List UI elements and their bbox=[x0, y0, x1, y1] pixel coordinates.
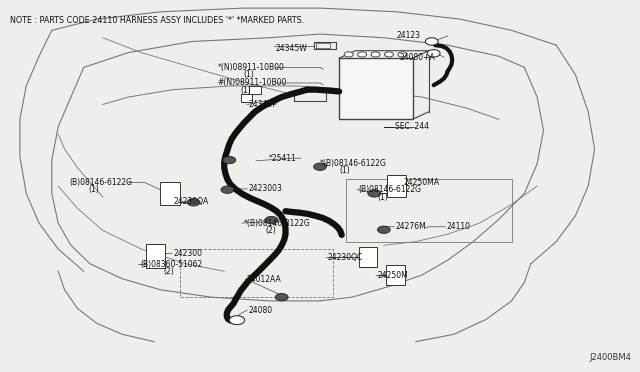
Text: NOTE : PARTS CODE 24110 HARNESS ASSY INCLUDES '*' *MARKED PARTS.: NOTE : PARTS CODE 24110 HARNESS ASSY INC… bbox=[10, 16, 305, 25]
Text: J2400BM4: J2400BM4 bbox=[590, 353, 632, 362]
Circle shape bbox=[398, 52, 407, 57]
Bar bbox=[386, 265, 405, 285]
Text: 242300: 242300 bbox=[173, 249, 202, 258]
Bar bbox=[161, 182, 179, 205]
Text: (1): (1) bbox=[243, 70, 254, 79]
Text: (B)08146-6122G: (B)08146-6122G bbox=[70, 178, 132, 187]
Text: 24110: 24110 bbox=[447, 222, 470, 231]
Circle shape bbox=[385, 52, 394, 57]
Text: 24340P: 24340P bbox=[248, 100, 277, 109]
Text: (2): (2) bbox=[164, 267, 174, 276]
Text: 24276M: 24276M bbox=[396, 222, 426, 231]
Text: (1): (1) bbox=[89, 185, 100, 194]
Circle shape bbox=[223, 156, 236, 164]
Bar bbox=[241, 94, 252, 102]
Circle shape bbox=[428, 49, 440, 57]
Circle shape bbox=[371, 52, 380, 57]
Bar bbox=[387, 175, 406, 197]
Text: 2423003: 2423003 bbox=[248, 185, 282, 193]
Circle shape bbox=[368, 190, 381, 197]
Bar bbox=[147, 244, 166, 269]
Text: *(B)08146-6122G: *(B)08146-6122G bbox=[320, 158, 387, 167]
Bar bbox=[359, 247, 377, 267]
Bar bbox=[249, 86, 260, 94]
Circle shape bbox=[426, 38, 438, 45]
Circle shape bbox=[265, 217, 278, 224]
Text: 24080+A: 24080+A bbox=[400, 52, 436, 61]
Text: (1): (1) bbox=[339, 166, 350, 174]
Text: SEC. 244: SEC. 244 bbox=[396, 122, 429, 131]
Text: 24012AA: 24012AA bbox=[246, 275, 282, 284]
Circle shape bbox=[229, 316, 244, 325]
Text: (1): (1) bbox=[240, 86, 251, 95]
Text: (1): (1) bbox=[378, 193, 388, 202]
Circle shape bbox=[378, 226, 390, 234]
Text: *25411: *25411 bbox=[269, 154, 297, 163]
Text: *(N)08911-10B00: *(N)08911-10B00 bbox=[218, 63, 285, 72]
Circle shape bbox=[275, 294, 288, 301]
Text: 24250MA: 24250MA bbox=[403, 178, 439, 187]
Text: (B)08360-51062: (B)08360-51062 bbox=[140, 260, 202, 269]
Text: (2): (2) bbox=[266, 226, 276, 235]
Text: 24230QA: 24230QA bbox=[173, 197, 209, 206]
Circle shape bbox=[344, 52, 353, 57]
Text: #(N)08911-10B00: #(N)08911-10B00 bbox=[218, 78, 287, 87]
Text: (B)08146-6122G: (B)08146-6122G bbox=[358, 185, 421, 194]
Text: 24250M: 24250M bbox=[378, 271, 408, 280]
Circle shape bbox=[187, 199, 200, 206]
Text: 24080: 24080 bbox=[248, 306, 273, 315]
Text: *(B)08146-8122G: *(B)08146-8122G bbox=[243, 219, 310, 228]
Bar bbox=[339, 58, 413, 119]
Circle shape bbox=[314, 163, 326, 170]
Text: 24230QC: 24230QC bbox=[328, 253, 363, 262]
Text: 24345W: 24345W bbox=[275, 44, 307, 53]
Circle shape bbox=[221, 186, 234, 193]
Circle shape bbox=[358, 52, 367, 57]
Text: 24123: 24123 bbox=[397, 31, 420, 41]
